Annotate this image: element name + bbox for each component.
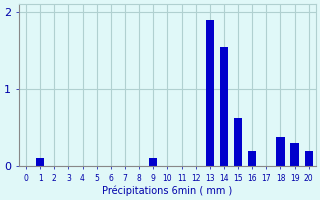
X-axis label: Précipitations 6min ( mm ): Précipitations 6min ( mm ) <box>102 185 233 196</box>
Bar <box>234 118 242 166</box>
Bar <box>305 151 313 166</box>
Bar <box>248 151 256 166</box>
Bar <box>290 143 299 166</box>
Bar <box>205 20 214 166</box>
Bar <box>220 47 228 166</box>
Bar <box>149 158 157 166</box>
Bar <box>36 158 44 166</box>
Bar <box>276 137 285 166</box>
